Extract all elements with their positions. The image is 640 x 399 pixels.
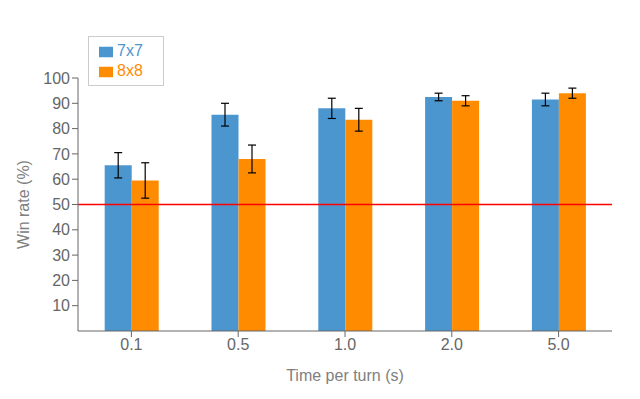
svg-text:80: 80 (52, 120, 70, 137)
svg-text:10: 10 (52, 297, 70, 314)
svg-text:1.0: 1.0 (334, 336, 356, 353)
svg-text:0.1: 0.1 (120, 336, 142, 353)
svg-text:40: 40 (52, 221, 70, 238)
svg-text:5.0: 5.0 (547, 336, 569, 353)
svg-text:30: 30 (52, 247, 70, 264)
svg-text:100: 100 (43, 70, 70, 87)
svg-text:90: 90 (52, 95, 70, 112)
svg-text:20: 20 (52, 272, 70, 289)
svg-text:60: 60 (52, 171, 70, 188)
svg-text:70: 70 (52, 146, 70, 163)
svg-text:Time per turn (s): Time per turn (s) (286, 367, 404, 384)
svg-text:50: 50 (52, 196, 70, 213)
html-text:7x7: 7x7 (117, 42, 143, 59)
html-text:8x8: 8x8 (117, 62, 143, 79)
svg-text:2.0: 2.0 (441, 336, 463, 353)
svg-text:0.5: 0.5 (227, 336, 249, 353)
svg-text:Win rate (%): Win rate (%) (15, 160, 32, 249)
